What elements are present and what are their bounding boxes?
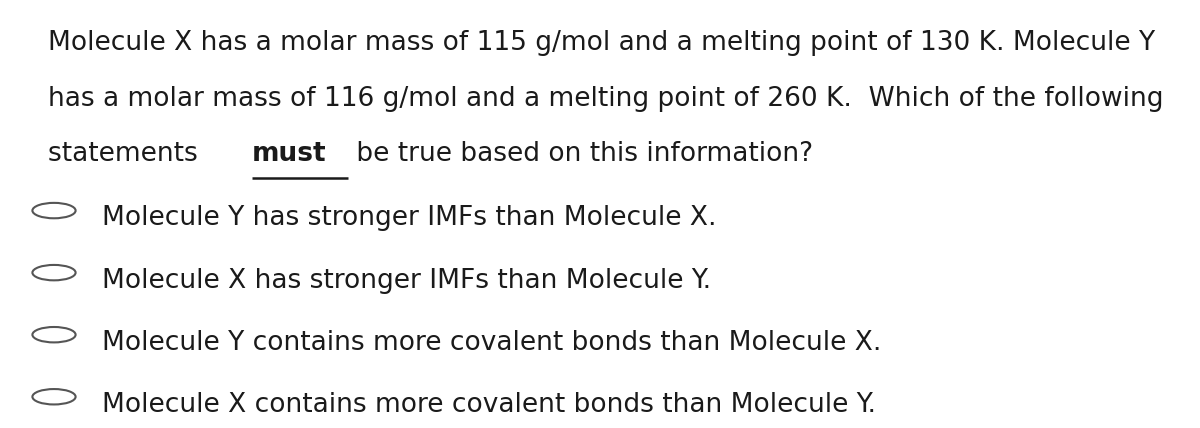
Text: Molecule X has a molar mass of 115 g/mol and a melting point of 130 K. Molecule : Molecule X has a molar mass of 115 g/mol… — [48, 30, 1156, 56]
Text: has a molar mass of 116 g/mol and a melting point of 260 K.  Which of the follow: has a molar mass of 116 g/mol and a melt… — [48, 86, 1164, 112]
Text: Molecule X contains more covalent bonds than Molecule Y.: Molecule X contains more covalent bonds … — [102, 392, 876, 418]
Text: be true based on this information?: be true based on this information? — [348, 141, 814, 167]
Text: must: must — [252, 141, 326, 167]
Text: Molecule Y has stronger IMFs than Molecule X.: Molecule Y has stronger IMFs than Molecu… — [102, 205, 716, 232]
Text: Molecule X has stronger IMFs than Molecule Y.: Molecule X has stronger IMFs than Molecu… — [102, 268, 712, 294]
Text: Molecule Y contains more covalent bonds than Molecule X.: Molecule Y contains more covalent bonds … — [102, 330, 881, 356]
Text: statements: statements — [48, 141, 206, 167]
